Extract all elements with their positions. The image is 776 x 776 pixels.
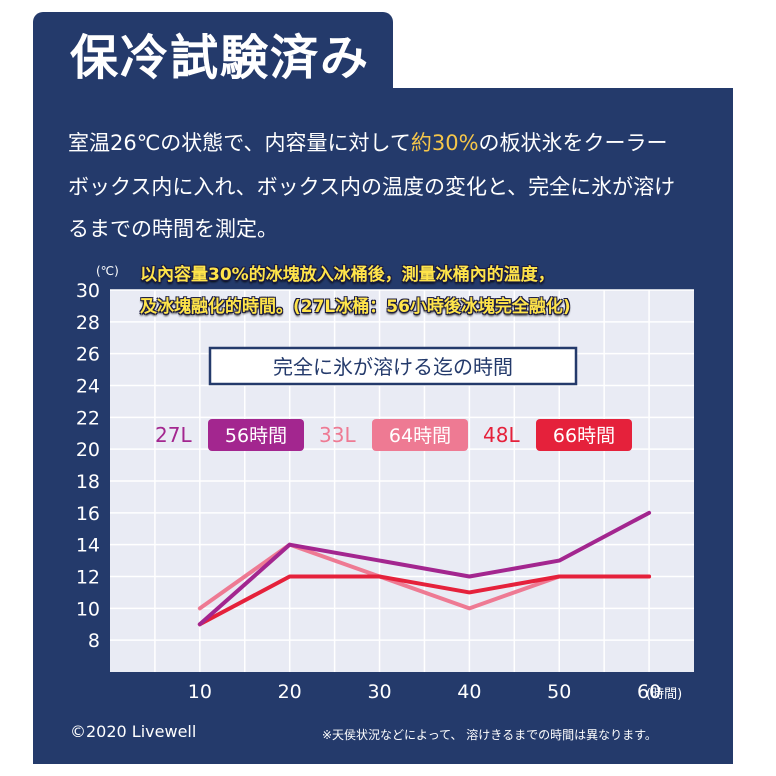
x-tick-labels: 10 20 30 40 50 60 [188,681,661,703]
legend-name-27L: 27L [155,423,192,447]
page-title: 保冷試験済み [70,30,371,86]
y-tick-label: 20 [76,439,100,461]
description-line-1: 室温26℃の状態で、内容量に対して約30%の板状氷をクーラー [68,128,668,158]
legend-badge-bg-27L [208,419,304,451]
legend-badge-33L: 64時間 [389,425,451,447]
description-highlight: 約30% [410,131,479,155]
y-axis-unit: (℃) [96,264,119,278]
legend-badge-bg-33L [372,419,468,451]
description-text: 室温26℃の状態で、内容量に対して [68,131,411,155]
legend-badge-bg-48L [536,419,632,451]
x-axis-unit: (時間) [646,687,682,702]
inset-title: 完全に氷が溶ける迄の時間 [273,355,513,379]
y-tick-labels: 8 10 12 14 16 18 20 22 24 26 28 30 [76,280,100,652]
legend-name-48L: 48L [483,423,520,447]
x-tick-label: 60 [637,681,661,703]
y-tick-label: 12 [76,567,100,589]
x-tick-label: 20 [278,681,302,703]
legend-badge-48L: 66時間 [553,425,615,447]
y-tick-label: 30 [76,280,100,302]
inset-title-box [208,346,578,386]
description-text: の板状氷をクーラー [478,131,668,155]
footnote: ※天侯状況などによって、 溶けきるまでの時間は異なります。 [322,728,657,742]
copyright: ©2020 Livewell [70,722,197,741]
x-tick-label: 10 [188,681,212,703]
y-tick-label: 8 [88,630,100,652]
legend: 27L 56時間 33L 64時間 48L 66時間 [155,419,632,451]
y-tick-label: 22 [76,407,100,429]
x-tick-label: 40 [457,681,481,703]
series-line-48L [197,574,652,627]
y-tick-label: 28 [76,312,100,334]
legend-badge-27L: 56時間 [225,425,287,447]
x-tick-label: 30 [367,681,391,703]
y-tick-label: 24 [76,376,100,398]
x-tick-label: 50 [547,681,571,703]
legend-name-33L: 33L [319,423,356,447]
y-tick-label: 16 [76,503,100,525]
y-tick-label: 26 [76,344,100,366]
series-lines [197,510,652,627]
caption-line-2: 及冰塊融化的時間。(27L冰桶：56小時後冰塊完全融化) [140,297,571,317]
y-tick-label: 18 [76,471,100,493]
description-line-2: ボックス内に入れ、ボックス内の温度の変化と、完全に氷が溶け [68,175,676,199]
series-line-27L [197,510,652,627]
title-tab [33,12,393,116]
y-tick-label: 10 [76,598,100,620]
description-line-3: るまでの時間を測定。 [68,217,278,241]
caption-line-1: 以內容量30%的冰塊放入冰桶後，測量冰桶內的溫度， [140,265,555,285]
y-tick-label: 14 [76,535,100,557]
